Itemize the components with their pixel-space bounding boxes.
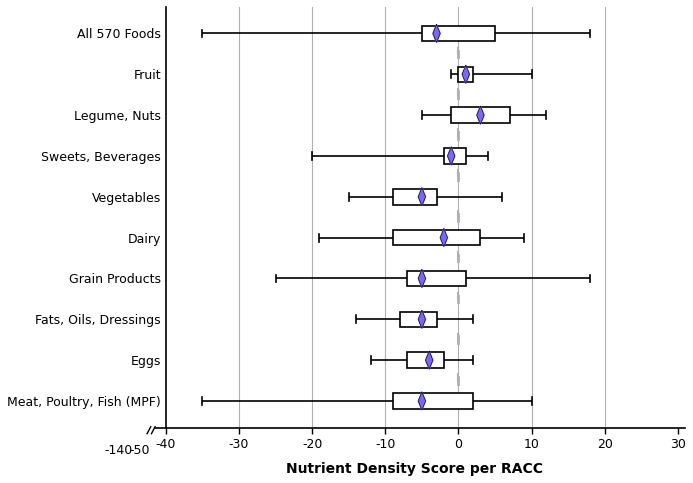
Polygon shape — [433, 25, 440, 43]
FancyBboxPatch shape — [393, 393, 473, 409]
Polygon shape — [426, 351, 433, 369]
X-axis label: Nutrient Density Score per RACC: Nutrient Density Score per RACC — [286, 462, 543, 476]
FancyBboxPatch shape — [407, 271, 466, 286]
Polygon shape — [419, 311, 426, 328]
Polygon shape — [448, 147, 455, 165]
FancyBboxPatch shape — [422, 26, 495, 41]
FancyBboxPatch shape — [444, 148, 466, 164]
FancyBboxPatch shape — [459, 67, 473, 82]
FancyBboxPatch shape — [400, 312, 437, 327]
Polygon shape — [419, 188, 426, 206]
Polygon shape — [419, 392, 426, 410]
Polygon shape — [440, 228, 448, 247]
Text: -140: -140 — [104, 444, 132, 457]
Polygon shape — [419, 270, 426, 287]
Polygon shape — [477, 106, 484, 124]
FancyBboxPatch shape — [393, 230, 480, 245]
Bar — [140, 424, 155, 438]
FancyBboxPatch shape — [451, 107, 510, 123]
Polygon shape — [462, 65, 469, 83]
FancyBboxPatch shape — [407, 353, 444, 368]
FancyBboxPatch shape — [393, 189, 437, 205]
Text: -50: -50 — [130, 444, 150, 457]
